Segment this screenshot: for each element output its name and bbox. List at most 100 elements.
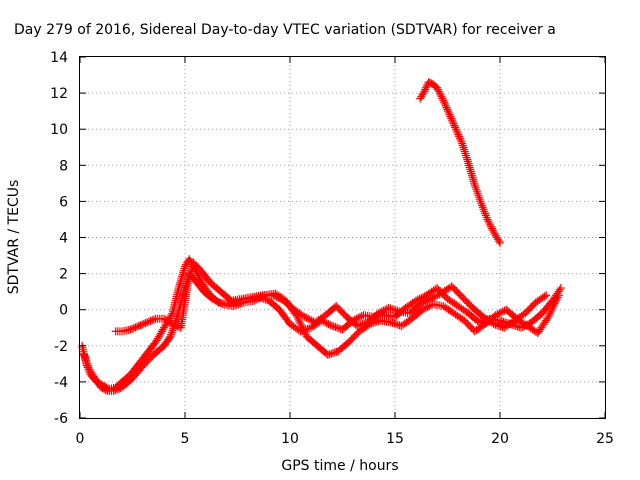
data-point-marker	[544, 312, 553, 321]
axis-ticks	[79, 56, 606, 419]
data-point-marker	[456, 136, 465, 145]
y-tick-label: 0	[59, 303, 68, 319]
data-point-marker	[496, 238, 504, 247]
data-point-marker	[442, 103, 451, 112]
data-point-marker	[477, 199, 486, 208]
data-point-marker	[461, 151, 470, 160]
data-point-marker	[422, 83, 431, 92]
data-point-marker	[470, 181, 479, 190]
series-track-d	[416, 78, 504, 247]
data-point-marker	[322, 319, 331, 328]
data-point-marker	[331, 323, 340, 332]
data-point-marker	[386, 318, 395, 327]
data-point-marker	[126, 325, 135, 334]
data-point-marker	[300, 328, 309, 337]
data-point-marker	[386, 304, 395, 313]
data-point-marker	[419, 293, 427, 302]
data-point-marker	[548, 305, 557, 314]
data-point-marker	[144, 317, 153, 326]
data-point-marker	[460, 145, 469, 154]
data-point-marker	[445, 110, 454, 119]
data-point-marker	[491, 320, 500, 329]
data-point-marker	[217, 299, 226, 308]
data-point-marker	[416, 300, 425, 309]
data-point-marker	[167, 330, 175, 339]
data-point-marker	[415, 294, 424, 303]
data-point-marker	[454, 130, 463, 139]
data-point-marker	[173, 322, 182, 331]
data-point-marker	[356, 312, 364, 321]
data-point-marker	[134, 321, 143, 330]
data-point-marker	[455, 132, 464, 141]
data-point-marker	[436, 90, 445, 99]
y-tick-label: 12	[50, 86, 68, 102]
data-point-marker	[476, 197, 485, 206]
data-point-marker	[542, 291, 551, 300]
data-point-marker	[421, 297, 430, 306]
data-point-marker	[232, 300, 241, 309]
data-point-marker	[446, 112, 455, 121]
data-point-marker	[149, 315, 158, 324]
data-point-marker	[80, 350, 89, 359]
data-point-marker	[463, 157, 472, 166]
data-point-marker	[455, 134, 464, 143]
data-point-marker	[379, 306, 388, 315]
data-point-marker	[451, 125, 460, 134]
data-point-marker	[452, 127, 461, 136]
data-point-marker	[499, 317, 508, 326]
data-point-marker	[374, 309, 383, 318]
data-point-marker	[356, 320, 365, 329]
data-point-marker	[295, 317, 304, 326]
y-tick-label: 10	[50, 122, 68, 138]
data-point-marker	[136, 321, 145, 330]
data-point-marker	[550, 301, 559, 310]
data-point-marker	[477, 201, 486, 210]
data-point-marker	[472, 185, 481, 194]
data-point-marker	[458, 139, 467, 148]
data-point-marker	[133, 322, 142, 331]
data-series-layer	[78, 78, 565, 395]
data-point-marker	[390, 319, 399, 328]
data-point-marker	[474, 191, 483, 200]
data-point-marker	[300, 312, 309, 321]
data-point-marker	[449, 119, 458, 128]
data-point-marker	[354, 313, 363, 322]
data-point-marker	[485, 219, 494, 228]
data-point-marker	[327, 349, 336, 358]
y-tick-label: 14	[50, 50, 68, 66]
data-point-marker	[478, 203, 487, 212]
data-point-marker	[210, 295, 219, 304]
data-point-marker	[377, 307, 386, 316]
data-point-marker	[475, 195, 484, 204]
data-point-marker	[461, 149, 470, 158]
data-point-marker	[444, 108, 453, 117]
data-point-marker	[493, 310, 502, 319]
data-point-marker	[450, 121, 459, 130]
data-point-marker	[274, 293, 283, 302]
data-point-marker	[447, 114, 456, 123]
data-point-marker	[269, 291, 278, 300]
data-point-marker	[141, 319, 150, 328]
data-point-marker	[413, 295, 422, 304]
data-point-marker	[496, 316, 504, 325]
data-point-marker	[305, 315, 314, 324]
data-point-marker	[129, 324, 138, 333]
data-point-marker	[296, 318, 305, 327]
data-point-marker	[372, 317, 381, 326]
x-tick-label: 0	[76, 431, 85, 447]
data-point-marker	[553, 293, 562, 302]
data-point-marker	[423, 296, 432, 305]
data-point-marker	[395, 321, 404, 330]
data-point-marker	[298, 322, 307, 331]
data-point-marker	[389, 305, 398, 314]
x-tick-label: 25	[596, 431, 614, 447]
chart-title: Day 279 of 2016, Sidereal Day-to-day VTE…	[14, 22, 556, 38]
data-point-marker	[437, 92, 446, 101]
data-point-marker	[480, 207, 489, 216]
data-point-marker	[555, 285, 564, 294]
data-point-marker	[393, 306, 402, 315]
data-point-marker	[325, 350, 334, 359]
data-point-marker	[435, 89, 444, 98]
data-point-marker	[333, 323, 342, 332]
data-point-marker	[211, 296, 220, 305]
